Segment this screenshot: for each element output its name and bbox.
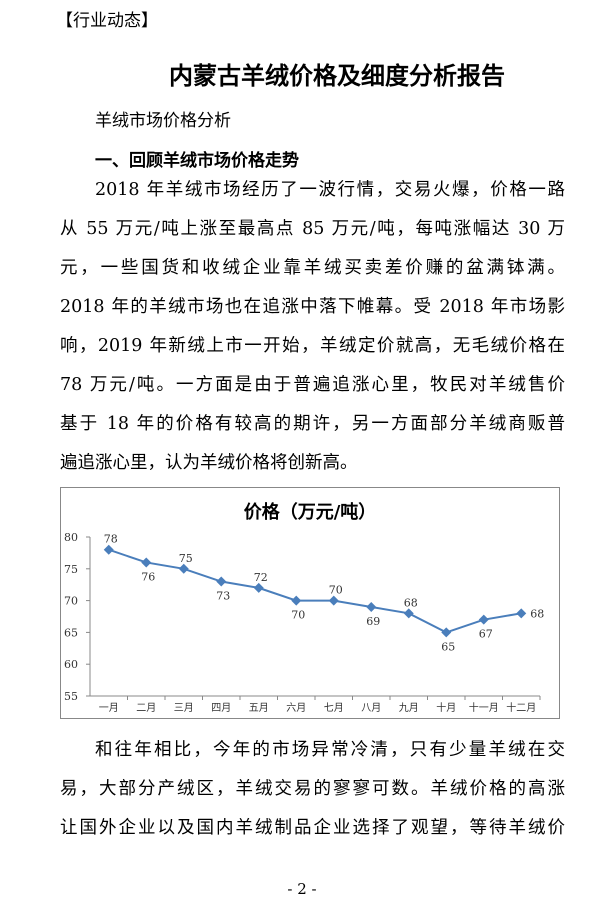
doc-title: 内蒙古羊绒价格及细度分析报告 [169, 61, 505, 90]
marker [516, 608, 527, 619]
data-label: 70 [291, 609, 305, 622]
data-label: 69 [366, 615, 380, 628]
text-line: 让国外企业以及国内羊绒制品企业选择了观望，等待羊绒价 [60, 818, 565, 838]
x-tick-label: 十二月 [506, 701, 536, 714]
x-tick-label: 二月 [136, 702, 156, 714]
data-label: 73 [216, 590, 230, 603]
x-tick-label: 九月 [399, 702, 419, 714]
marker [366, 601, 377, 612]
chart: 价格（万元/吨） 55 60 65 70 75 80 一月 二月 三月 四月 五月 六月 七月 八月 九月 十… [60, 487, 560, 719]
data-label: 68 [530, 607, 544, 620]
x-tick-label: 八月 [361, 702, 381, 714]
marker [178, 563, 189, 574]
data-label: 78 [104, 533, 118, 546]
marker [216, 576, 227, 587]
y-tick-label: 65 [64, 626, 78, 639]
chart-title: 价格（万元/吨） [244, 501, 377, 523]
y-tick-label: 70 [64, 595, 78, 608]
section-heading: 一、回顾羊绒市场价格走势 [95, 151, 299, 171]
line [108, 548, 522, 634]
text-line: 和往年相比，今年的市场异常冷清，只有少量羊绒在交 [95, 740, 565, 760]
marker [141, 557, 152, 568]
text-line: 2018 年羊绒市场经历了一波行情，交易火爆，价格一路 [95, 180, 565, 200]
marker [328, 595, 339, 606]
chart-frame [60, 487, 560, 719]
data-label: 70 [329, 584, 343, 597]
marker [103, 544, 114, 555]
marker [253, 582, 264, 593]
text-line: 78 万元/吨。一方面是由于普遍追涨心里，牧民对羊绒售价 [60, 375, 565, 395]
marker [403, 608, 414, 619]
x-tick-label: 一月 [99, 702, 119, 714]
x-tick-label: 十一月 [469, 701, 499, 714]
y-tick-label: 60 [64, 658, 78, 671]
section-tag: 【行业动态】 [56, 11, 158, 31]
x-tick-label: 十月 [436, 701, 456, 714]
y-tick-label: 75 [64, 563, 78, 576]
y-tick-label: 80 [64, 531, 78, 544]
marker [478, 614, 489, 625]
x-tick-label: 四月 [211, 702, 231, 714]
data-label: 68 [404, 596, 418, 609]
page-number: - 2 - [287, 880, 317, 898]
text-line: 元，一些国货和收绒企业靠羊绒买卖差价赚的盆满钵满。 [60, 258, 565, 278]
x-tick-label: 六月 [286, 702, 306, 714]
data-label: 72 [254, 571, 268, 584]
data-label: 67 [479, 628, 493, 641]
x-tick-label: 七月 [324, 702, 344, 714]
text-line: 从 55 万元/吨上涨至最高点 85 万元/吨，每吨涨幅达 30 万 [60, 219, 565, 239]
marker [441, 627, 452, 638]
subtitle: 羊绒市场价格分析 [95, 111, 231, 131]
marker [291, 595, 302, 606]
data-label: 75 [179, 552, 193, 565]
data-label: 76 [141, 570, 155, 583]
data-label: 65 [441, 640, 455, 653]
text-line: 基于 18 年的价格有较高的期许，另一方面部分羊绒商贩普 [60, 414, 565, 434]
text-line: 遍追涨心里，认为羊绒价格将创新高。 [60, 453, 358, 473]
x-tick-label: 三月 [174, 702, 194, 714]
y-tick-label: 55 [64, 690, 78, 703]
x-tick-label: 五月 [249, 702, 269, 714]
text-line: 响，2019 年新绒上市一开始，羊绒定价就高，无毛绒价格在 [60, 336, 565, 356]
text-line: 易，大部分产绒区，羊绒交易的寥寥可数。羊绒价格的高涨 [60, 779, 565, 799]
text-line: 2018 年的羊绒市场也在追涨中落下帷幕。受 2018 年市场影 [60, 297, 565, 317]
